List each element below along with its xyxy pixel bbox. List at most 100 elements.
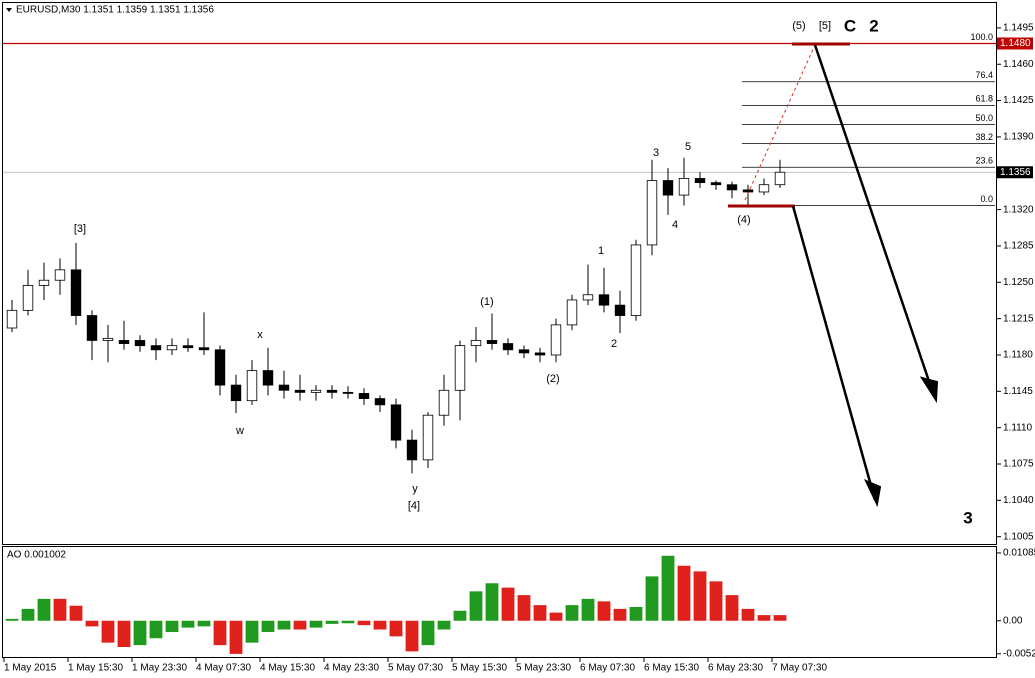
candle-body: [646, 180, 658, 246]
x-tick-label: 1 May 23:30: [132, 663, 187, 674]
candle-body: [598, 294, 610, 306]
arrow: [791, 205, 877, 501]
candle-body: [86, 315, 98, 341]
candle-body: [230, 384, 242, 402]
fib-label: 0.0: [980, 194, 993, 204]
wave-label: C: [844, 16, 856, 35]
ao-bar: [517, 595, 531, 621]
wave-label: x: [257, 329, 263, 341]
wave-label: 2: [611, 338, 617, 350]
arrow-head: [919, 376, 939, 404]
y-tick-label: 1.1215: [1003, 313, 1034, 324]
ao-title: AO 0.001002: [7, 550, 66, 561]
candle-body: [582, 294, 594, 301]
ao-bar: [133, 620, 147, 646]
ao-bar: [485, 583, 499, 621]
wave-label: 3: [963, 508, 972, 527]
candle-body: [134, 340, 146, 347]
candle-body: [566, 299, 578, 326]
projection-dash: [744, 44, 816, 201]
ao-bar: [341, 620, 355, 624]
candle-body: [518, 349, 530, 354]
ao-bar: [213, 620, 227, 646]
ao-bar: [85, 620, 99, 627]
y-tick-label: 1.1495: [1003, 23, 1034, 34]
y-tick-label: 1.1180: [1003, 350, 1033, 361]
candle-body: [150, 345, 162, 351]
candle-body: [102, 337, 114, 341]
ao-bar: [197, 620, 211, 627]
ao-bar: [373, 620, 387, 630]
candle-body: [390, 404, 402, 441]
ao-bar: [469, 591, 483, 621]
y-tick-label: 0.00: [1003, 615, 1023, 626]
ao-bar: [741, 608, 755, 621]
candle-body: [166, 345, 178, 351]
wave-label: (4): [737, 214, 750, 226]
ao-bar: [533, 605, 547, 621]
plot: 1.1495 1.1460 1.1425 1.1390 1.1320 1.1285 1.12…: [3, 23, 1035, 674]
menu-triangle: [6, 8, 12, 12]
ao-bar: [597, 601, 611, 621]
candle-body: [310, 389, 322, 393]
ao-bar: [757, 615, 771, 621]
x-tick-label: 4 May 07:30: [196, 663, 251, 674]
ao-bar: [565, 605, 579, 621]
ao-bar: [245, 620, 259, 643]
x-tick-label: 5 May 23:30: [516, 663, 571, 674]
candle-body: [38, 279, 50, 286]
fib-label: 50.0: [975, 113, 993, 123]
fib-label: 38.2: [975, 132, 993, 142]
wave-label: [5]: [819, 20, 831, 32]
candle-body: [534, 352, 546, 356]
x-tick-label: 7 May 07:30: [772, 663, 827, 674]
arrow-head: [863, 479, 882, 508]
ao-bar: [149, 620, 163, 639]
ao-pane: [2, 546, 997, 658]
candle-body: [758, 184, 770, 193]
candle-body: [54, 269, 66, 281]
ao-bar: [69, 605, 83, 621]
ao-bar: [37, 598, 51, 621]
ao-bar: [21, 608, 35, 621]
candle-body: [406, 439, 418, 461]
x-tick-label: 6 May 15:30: [644, 663, 699, 674]
y-tick-label: 1.1075: [1003, 459, 1034, 470]
candle-body: [422, 414, 434, 461]
candle-body: [358, 393, 370, 399]
price-box: [997, 166, 1033, 179]
x-tick-label: 1 May 2015: [4, 663, 57, 674]
candle-body: [326, 389, 338, 393]
ao-bar: [277, 620, 291, 630]
ao-bar: [405, 620, 419, 652]
y-tick-label: 1.1320: [1003, 204, 1034, 215]
ao-bar: [357, 620, 371, 626]
candle-body: [342, 391, 354, 394]
candle-body: [182, 345, 194, 349]
y-tick-label: -0.00528: [1003, 648, 1035, 659]
candle-body: [214, 349, 226, 386]
candle-body: [294, 389, 306, 393]
candle-body: [614, 304, 626, 316]
candle-body: [6, 309, 18, 329]
ao-bar: [181, 620, 195, 628]
candle-body: [198, 347, 210, 351]
fib-label: 61.8: [975, 94, 993, 104]
wave-label: 1: [598, 245, 604, 257]
candle-body: [742, 189, 754, 193]
ao-bar: [661, 555, 675, 621]
ao-bar: [101, 620, 115, 643]
ao-bar: [693, 571, 707, 621]
candle-body: [678, 178, 690, 196]
ao-bar: [293, 620, 307, 630]
candle-body: [278, 384, 290, 391]
wave-label: (1): [480, 296, 493, 308]
y-tick-label: 1.1250: [1003, 277, 1034, 288]
candle-body: [486, 340, 498, 344]
chart-title: EURUSD,M30 1.1351 1.1359 1.1351 1.1356: [16, 5, 214, 16]
x-tick-label: 4 May 23:30: [324, 663, 379, 674]
fib-label: 76.4: [975, 70, 993, 80]
wave-label: 5: [685, 141, 691, 153]
